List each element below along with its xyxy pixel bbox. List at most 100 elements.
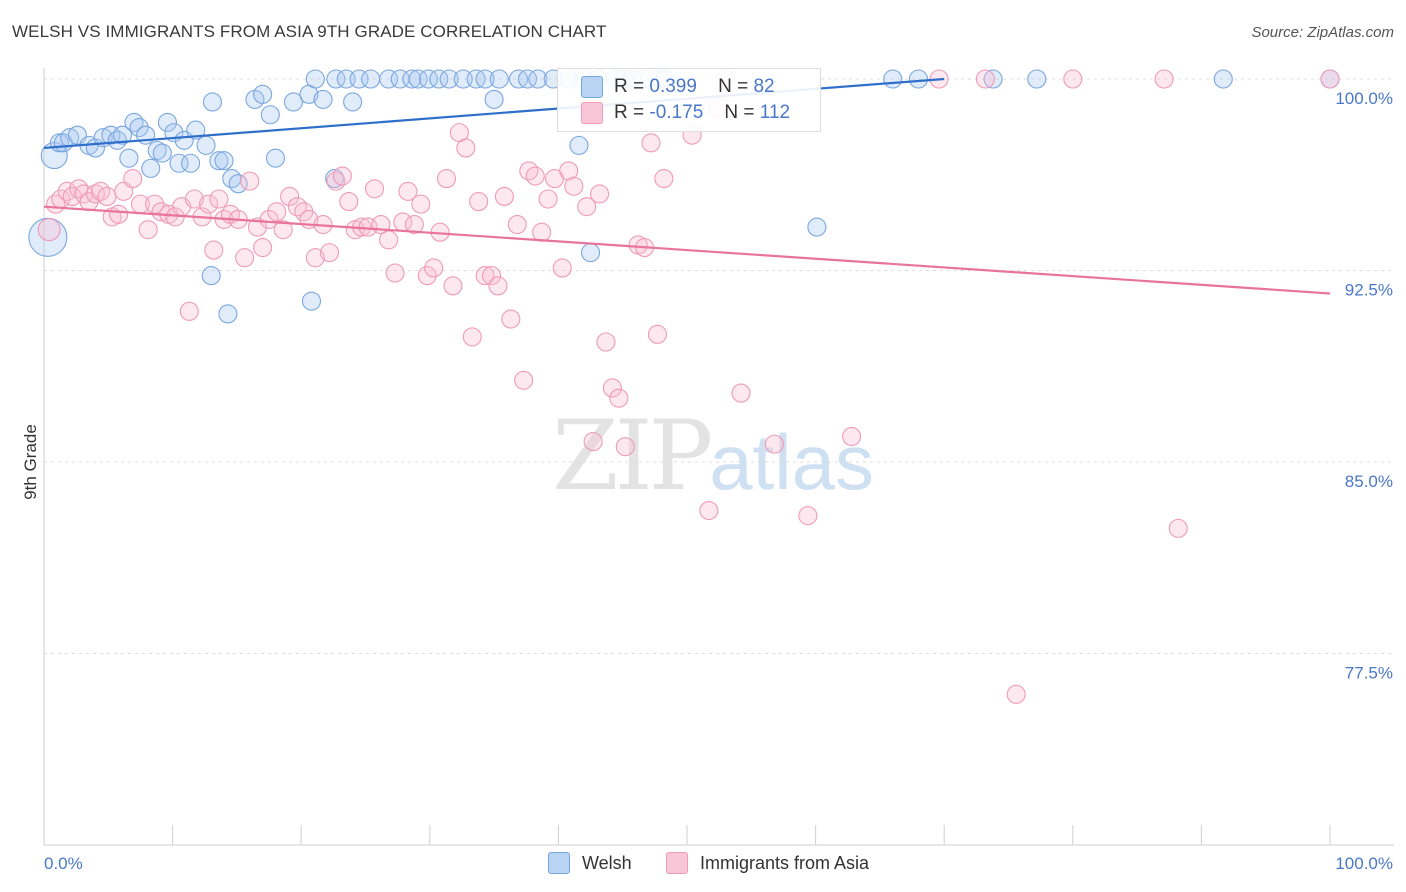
- welsh-point: [141, 158, 161, 178]
- asia-point: [326, 171, 346, 191]
- asia-point: [481, 266, 502, 286]
- asia-point: [364, 179, 385, 199]
- asia-legend-swatch: [666, 852, 688, 874]
- asia-point: [319, 243, 340, 263]
- asia-point: [411, 194, 431, 214]
- r-label: R =: [614, 76, 645, 97]
- asia-point: [475, 266, 495, 286]
- asia-point: [514, 370, 534, 390]
- axis-labels: 100.0% 92.5% 85.0% 77.5% 0.0% 100.0%: [44, 89, 1393, 873]
- welsh-point: [265, 148, 286, 168]
- welsh-point: [408, 69, 428, 89]
- asia-point: [57, 181, 77, 201]
- x-tick-label: 0.0%: [44, 854, 83, 873]
- asia-point: [564, 176, 584, 196]
- asia-point: [404, 214, 424, 235]
- asia-point: [975, 69, 995, 89]
- welsh-r-value: 0.399: [649, 76, 697, 97]
- legend-asia-text: R = -0.175 N = 112: [614, 102, 790, 124]
- asia-point: [764, 434, 784, 454]
- welsh-point: [124, 112, 144, 132]
- asia-point: [235, 248, 255, 268]
- y-tick-label: 85.0%: [1345, 472, 1393, 491]
- correlation-legend: R = 0.399 N = 82 R = -0.175 N = 112: [557, 68, 821, 132]
- welsh-point: [228, 174, 248, 194]
- asia-point: [494, 186, 514, 207]
- asia-point: [731, 383, 751, 403]
- asia-point: [247, 217, 268, 237]
- welsh-point: [484, 89, 504, 109]
- asia-point: [559, 161, 579, 181]
- asia-point: [654, 169, 674, 189]
- axes: [43, 68, 1394, 846]
- asia-legend-label: Immigrants from Asia: [700, 852, 870, 873]
- asia-point: [273, 220, 293, 240]
- source-credit: Source: ZipAtlas.com: [1251, 24, 1394, 41]
- welsh-point: [129, 117, 149, 138]
- welsh-point: [147, 140, 167, 161]
- welsh-point: [101, 125, 121, 145]
- welsh-point: [214, 151, 234, 171]
- data-points: [28, 69, 1340, 704]
- legend-item-asia[interactable]: Immigrants from Asia: [666, 852, 869, 874]
- asia-point: [259, 209, 279, 229]
- y-axis-label: 9th Grade: [21, 424, 40, 500]
- asia-point: [1320, 69, 1340, 89]
- asia-point: [488, 276, 508, 296]
- asia-point: [85, 184, 105, 204]
- asia-point: [577, 197, 597, 217]
- asia-point: [590, 184, 610, 204]
- asia-point: [267, 202, 287, 222]
- asia-point: [280, 186, 300, 207]
- asia-point: [525, 166, 545, 186]
- asia-point: [91, 181, 111, 201]
- asia-point: [179, 301, 199, 321]
- r-label: R =: [614, 102, 645, 123]
- gridlines: [44, 78, 1394, 654]
- welsh-point: [517, 69, 538, 89]
- asia-point: [204, 240, 224, 260]
- asia-point: [552, 258, 572, 278]
- watermark-atlas: atlas: [709, 418, 874, 506]
- asia-point: [138, 220, 158, 240]
- asia-point: [417, 266, 437, 286]
- asia-point: [151, 202, 171, 222]
- asia-point: [507, 214, 527, 235]
- welsh-point: [112, 125, 132, 145]
- asia-point: [339, 192, 359, 212]
- x-tick-label: 100.0%: [1335, 854, 1393, 873]
- welsh-point: [379, 69, 399, 89]
- asia-point: [602, 378, 622, 398]
- asia-point: [379, 230, 399, 250]
- welsh-point: [1213, 69, 1233, 89]
- asia-point: [97, 186, 117, 207]
- welsh-point: [883, 69, 903, 89]
- asia-trend-line: [43, 205, 1331, 295]
- asia-point: [398, 181, 418, 201]
- welsh-point: [260, 105, 280, 125]
- asia-point: [424, 258, 444, 278]
- asia-point: [798, 506, 818, 526]
- welsh-point: [343, 92, 363, 112]
- legend-item-welsh[interactable]: Welsh: [548, 852, 632, 874]
- welsh-point: [580, 243, 601, 263]
- asia-point: [1063, 69, 1083, 89]
- welsh-point: [429, 69, 449, 89]
- asia-point: [699, 500, 719, 521]
- asia-point: [641, 133, 661, 153]
- welsh-point: [528, 69, 548, 89]
- asia-point: [538, 189, 558, 209]
- welsh-point: [157, 112, 178, 132]
- legend-welsh-text: R = 0.399 N = 82: [614, 76, 775, 98]
- welsh-point: [196, 135, 216, 155]
- welsh-point: [119, 148, 139, 168]
- welsh-point: [983, 69, 1003, 89]
- welsh-legend-label: Welsh: [582, 852, 632, 873]
- welsh-point: [181, 153, 201, 173]
- welsh-point: [169, 153, 189, 173]
- n-label: N =: [718, 76, 749, 97]
- welsh-legend-swatch: [548, 852, 570, 874]
- welsh-point: [439, 69, 459, 89]
- welsh-point: [209, 151, 229, 171]
